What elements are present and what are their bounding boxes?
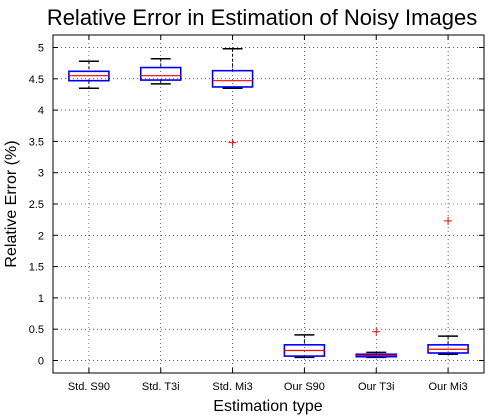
- y-tick-label: 1: [38, 293, 44, 305]
- y-axis-label: Relative Error (%): [3, 140, 20, 267]
- ticks-layer: 0 0.5 1 1.5 2 2.5 3 3.5 4 4.5 5 Std. S90 Std. T3i Std…: [29, 35, 484, 393]
- outlier-marker: [444, 216, 453, 225]
- y-tick-label: 4.5: [29, 74, 44, 86]
- x-tick-label: Std. Mi3: [212, 381, 252, 393]
- y-tick-label: 2: [38, 230, 44, 242]
- y-tick-label: 4: [38, 105, 44, 117]
- outlier-marker: [228, 138, 237, 147]
- box-plot: [355, 327, 398, 359]
- x-tick-label: Our T3i: [358, 381, 394, 393]
- x-tick-label: Std. T3i: [142, 381, 180, 393]
- box-plot: [283, 334, 326, 359]
- boxes-layer: [68, 48, 469, 359]
- y-tick-label: 0: [38, 355, 44, 367]
- box-iqr: [139, 66, 182, 81]
- y-tick-label: 0.5: [29, 324, 44, 336]
- x-tick-label: Our S90: [284, 381, 325, 393]
- box-plot: [211, 48, 254, 147]
- outlier-marker: [372, 327, 381, 336]
- y-tick-label: 3: [38, 168, 44, 180]
- y-tick-label: 1.5: [29, 262, 44, 274]
- chart-title: Relative Error in Estimation of Noisy Im…: [47, 5, 477, 30]
- box-iqr: [211, 69, 254, 88]
- y-tick-label: 2.5: [29, 199, 44, 211]
- x-axis-label: Estimation type: [213, 398, 322, 415]
- x-tick-label: Std. S90: [68, 381, 110, 393]
- box-plot: [139, 58, 182, 85]
- y-tick-label: 5: [38, 43, 44, 55]
- box-plot: [427, 216, 469, 355]
- box-plot: [68, 60, 110, 89]
- x-tick-label: Our Mi3: [429, 381, 468, 393]
- y-tick-label: 3.5: [29, 136, 44, 148]
- grid-layer: [53, 35, 484, 373]
